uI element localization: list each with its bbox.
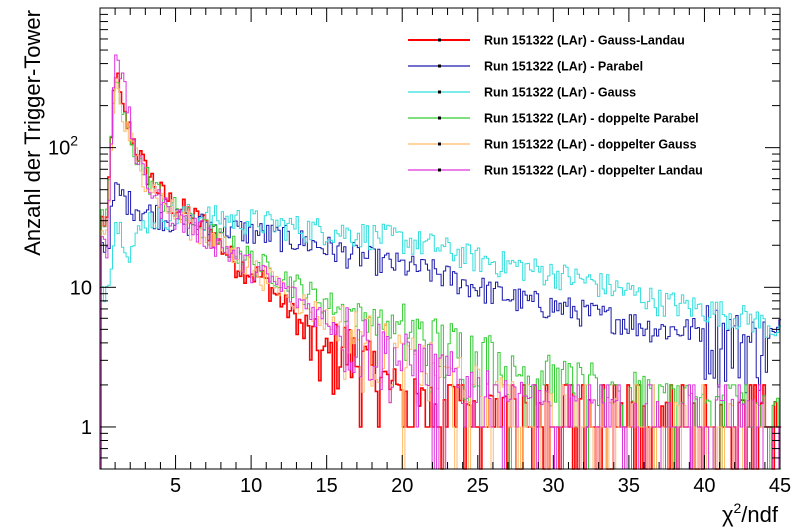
y-tick-label: 10 <box>70 277 92 299</box>
x-tick-label: 45 <box>769 475 791 497</box>
legend-entry: Run 151322 (LAr) - doppelter Gauss <box>484 138 697 152</box>
x-tick-label: 5 <box>170 475 181 497</box>
y-tick-label-base: 10 <box>48 138 70 160</box>
series-line <box>100 203 782 469</box>
x-axis-title: χ2/ndf <box>722 500 779 527</box>
y-tick-label: 1 <box>81 417 92 439</box>
legend-box <box>395 22 765 190</box>
legend-marker <box>438 90 441 94</box>
x-axis-title-sup: 2 <box>734 500 742 516</box>
legend-marker <box>438 64 441 68</box>
legend-marker <box>438 38 441 42</box>
x-axis-title-rest: /ndf <box>741 502 779 527</box>
legend-entry: Run 151322 (LAr) - Gauss-Landau <box>484 34 685 48</box>
legend-entry: Run 151322 (LAr) - doppelter Landau <box>484 164 703 178</box>
y-tick-label: 102 <box>48 133 78 160</box>
legend-entry: Run 151322 (LAr) - Parabel <box>484 60 643 74</box>
legend-marker <box>438 168 441 172</box>
series-layer <box>100 54 782 470</box>
series-line <box>100 81 782 470</box>
x-tick-label: 30 <box>542 475 564 497</box>
plot-frame <box>99 7 781 470</box>
legend-marker <box>438 116 441 120</box>
x-tick-label: 10 <box>240 475 262 497</box>
x-tick-label: 35 <box>618 475 640 497</box>
y-axis-title: Anzahl der Trigger-Tower <box>20 10 45 256</box>
legend: Run 151322 (LAr) - Gauss-Landau Run 15132… <box>395 22 765 190</box>
x-tick-label: 20 <box>391 475 413 497</box>
series-line <box>100 54 782 470</box>
series-line <box>100 182 782 469</box>
legend-entry: Run 151322 (LAr) - doppelte Parabel <box>484 112 699 126</box>
x-tick-label: 15 <box>316 475 338 497</box>
legend-marker <box>438 142 441 146</box>
y-tick-label-sup: 2 <box>70 133 78 149</box>
legend-entry: Run 151322 (LAr) - Gauss <box>484 86 636 100</box>
x-axis-title-base: χ <box>722 502 734 527</box>
x-tick-label: 25 <box>467 475 489 497</box>
x-axis: 5 10 15 20 25 30 35 40 45 <box>114 8 791 497</box>
x-tick-label: 40 <box>693 475 715 497</box>
